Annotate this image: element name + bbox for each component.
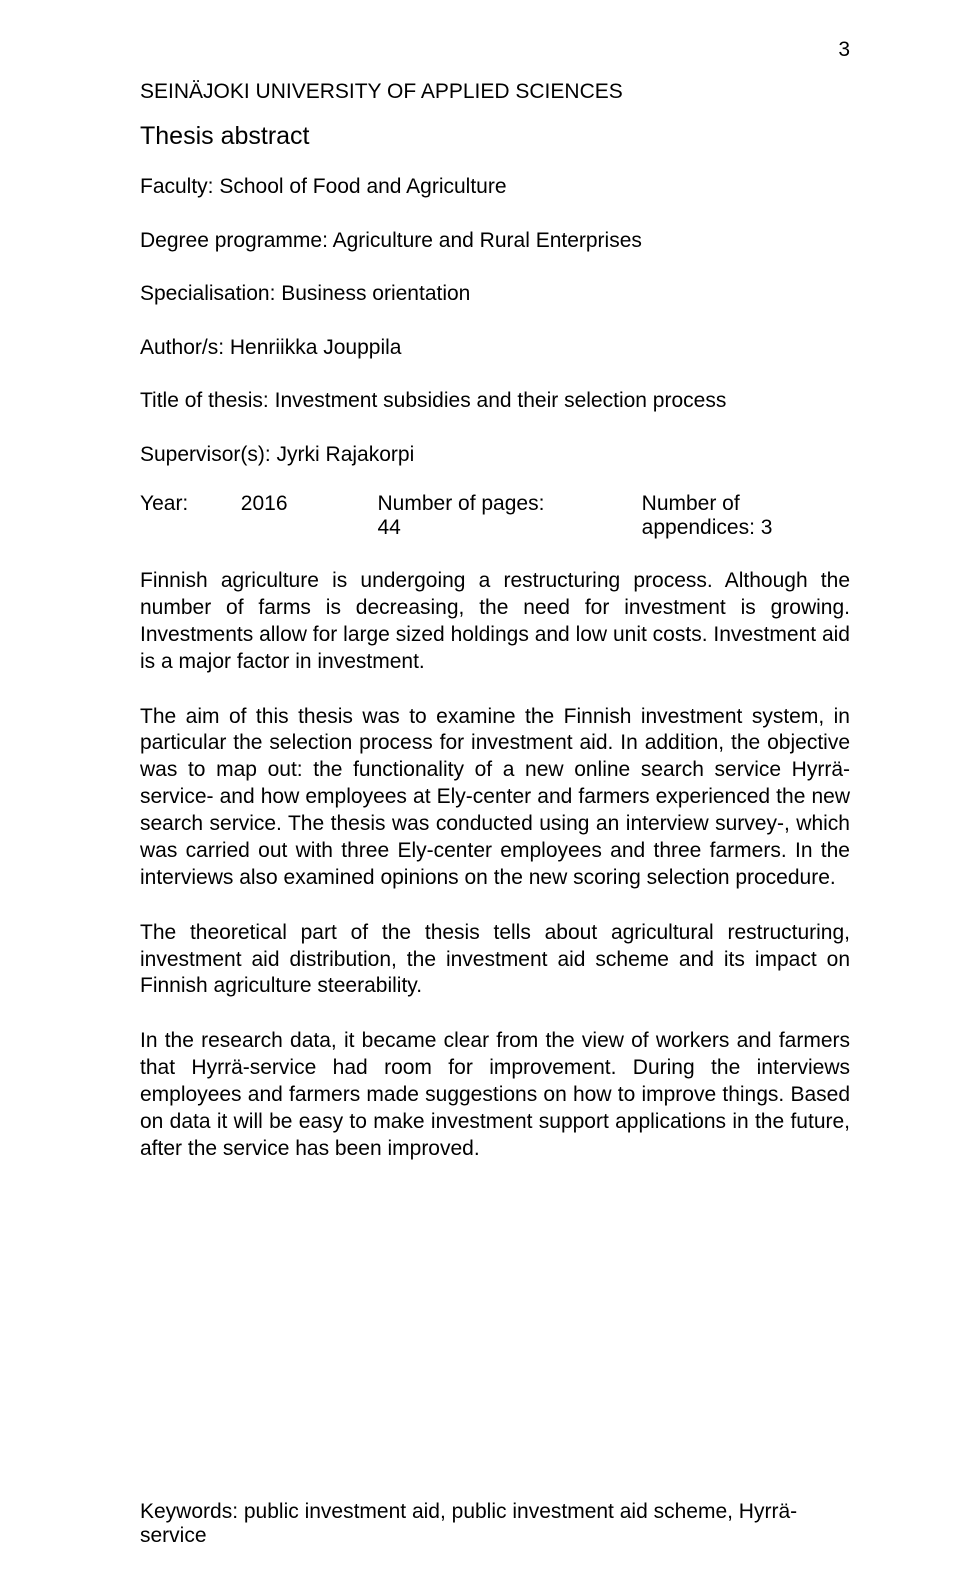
page-number: 3 [838,38,850,62]
appendices: Number of appendices: 3 [642,492,850,540]
paragraph-2: The aim of this thesis was to examine th… [140,704,850,892]
year-value: 2016 [241,492,288,515]
faculty-line: Faculty: School of Food and Agriculture [140,171,850,203]
degree-line: Degree programme: Agriculture and Rural … [140,225,850,257]
year-label: Year: [140,492,188,515]
paragraph-1: Finnish agriculture is undergoing a rest… [140,568,850,676]
author-line: Author/s: Henriikka Jouppila [140,332,850,364]
university-name: SEINÄJOKI UNIVERSITY OF APPLIED SCIENCES [140,80,850,104]
thesis-abstract-heading: Thesis abstract [140,122,850,151]
stats-line: Year: 2016 Number of pages: 44 Number of… [140,492,850,540]
specialisation-line: Specialisation: Business orientation [140,278,850,310]
pages: Number of pages: 44 [378,492,552,540]
paragraph-3: The theoretical part of the thesis tells… [140,920,850,1001]
page: 3 SEINÄJOKI UNIVERSITY OF APPLIED SCIENC… [0,0,960,1588]
keywords-line: Keywords: public investment aid, public … [140,1500,850,1548]
title-of-thesis-line: Title of thesis: Investment subsidies an… [140,385,850,417]
paragraph-4: In the research data, it became clear fr… [140,1028,850,1162]
supervisor-line: Supervisor(s): Jyrki Rajakorpi [140,439,850,471]
abstract-body: Finnish agriculture is undergoing a rest… [140,568,850,1163]
year: Year: 2016 [140,492,288,540]
